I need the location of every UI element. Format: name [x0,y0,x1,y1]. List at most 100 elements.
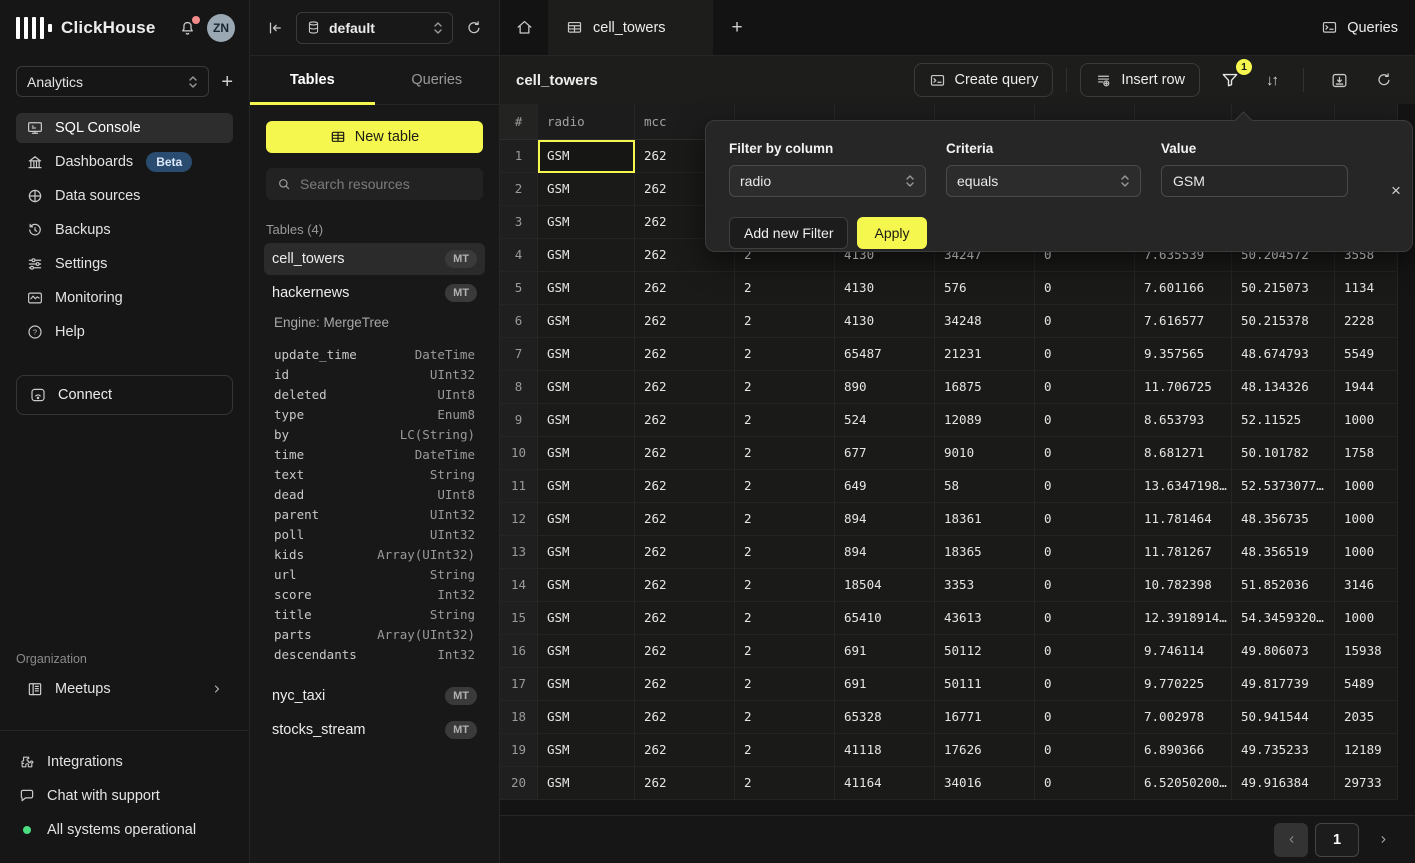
new-tab-button[interactable]: + [731,16,743,38]
tab-queries[interactable]: Queries [411,72,463,88]
grid-cell[interactable]: 8.653793 [1135,404,1232,437]
grid-cell[interactable]: 1134 [1335,272,1398,305]
grid-cell[interactable]: 4130 [835,272,935,305]
filter-button[interactable]: 1 [1216,59,1252,94]
grid-cell[interactable]: 262 [635,734,735,767]
grid-cell[interactable]: 691 [835,668,935,701]
grid-header-cell[interactable]: # [500,104,538,140]
grid-cell[interactable]: 7.616577 [1135,305,1232,338]
grid-cell[interactable]: 3146 [1335,569,1398,602]
refresh-icon[interactable] [465,19,483,37]
row-index-cell[interactable]: 5 [500,272,538,305]
grid-cell[interactable]: 2 [735,701,835,734]
grid-cell[interactable]: 677 [835,437,935,470]
row-index-cell[interactable]: 8 [500,371,538,404]
page-number-button[interactable]: 1 [1315,822,1359,857]
tab-cell-towers[interactable]: cell_towers [548,0,713,55]
filter-value-input[interactable] [1161,165,1348,197]
sidebar-item-dashboards[interactable]: Dashboards Beta [16,147,233,177]
grid-cell[interactable]: GSM [538,701,635,734]
grid-cell[interactable]: 262 [635,338,735,371]
grid-cell[interactable]: GSM [538,173,635,206]
grid-cell[interactable]: 0 [1035,734,1135,767]
grid-cell[interactable]: 894 [835,503,935,536]
grid-cell[interactable]: 51.852036 [1232,569,1335,602]
grid-cell[interactable]: 48.356519 [1232,536,1335,569]
row-index-cell[interactable]: 10 [500,437,538,470]
grid-cell[interactable]: 65487 [835,338,935,371]
row-index-cell[interactable]: 7 [500,338,538,371]
grid-cell[interactable]: 0 [1035,668,1135,701]
grid-cell[interactable]: 262 [635,371,735,404]
database-select[interactable]: default [296,11,453,44]
next-page-button[interactable] [1366,823,1400,857]
grid-cell[interactable]: 262 [635,305,735,338]
sidebar-item-backups[interactable]: Backups [16,215,233,245]
grid-cell[interactable]: 9010 [935,437,1035,470]
create-query-button[interactable]: Create query [913,63,1054,97]
avatar[interactable]: ZN [207,14,235,42]
table-item-nyc-taxi[interactable]: nyc_taxi MT [264,680,485,712]
grid-cell[interactable]: 0 [1035,371,1135,404]
refresh-table-button[interactable] [1371,67,1397,93]
sidebar-item-chat-support[interactable]: Chat with support [16,781,233,811]
grid-cell[interactable]: 2 [735,536,835,569]
table-item-cell-towers[interactable]: cell_towers MT [264,243,485,275]
grid-cell[interactable]: 13.6347198… [1135,470,1232,503]
grid-cell[interactable]: 49.806073 [1232,635,1335,668]
grid-cell[interactable]: 34248 [935,305,1035,338]
remove-filter-button[interactable]: × [1391,181,1401,200]
grid-cell[interactable]: 262 [635,767,735,800]
grid-cell[interactable]: 262 [635,503,735,536]
grid-cell[interactable]: 524 [835,404,935,437]
grid-cell[interactable]: 48.134326 [1232,371,1335,404]
grid-cell[interactable]: 1000 [1335,404,1398,437]
grid-cell[interactable]: GSM [538,272,635,305]
grid-cell[interactable]: GSM [538,305,635,338]
grid-cell[interactable]: 34016 [935,767,1035,800]
download-button[interactable] [1326,67,1353,94]
grid-cell[interactable]: 262 [635,272,735,305]
queries-button[interactable]: Queries [1304,0,1415,55]
sidebar-item-settings[interactable]: Settings [16,249,233,279]
connect-button[interactable]: Connect [16,375,233,415]
system-status[interactable]: All systems operational [16,815,233,845]
grid-cell[interactable]: 50.215378 [1232,305,1335,338]
tab-tables[interactable]: Tables [250,56,375,105]
grid-cell[interactable]: 6.890366 [1135,734,1232,767]
row-index-cell[interactable]: 13 [500,536,538,569]
grid-cell[interactable]: 0 [1035,437,1135,470]
grid-cell[interactable]: 262 [635,437,735,470]
grid-cell[interactable]: 9.357565 [1135,338,1232,371]
grid-cell[interactable]: 2 [735,404,835,437]
grid-cell[interactable]: 50.101782 [1232,437,1335,470]
grid-cell[interactable]: GSM [538,338,635,371]
grid-header-cell[interactable]: radio [538,104,635,140]
grid-cell[interactable]: 21231 [935,338,1035,371]
grid-cell[interactable]: 8.681271 [1135,437,1232,470]
grid-cell[interactable]: 49.735233 [1232,734,1335,767]
grid-cell[interactable]: 15938 [1335,635,1398,668]
grid-cell[interactable]: 2228 [1335,305,1398,338]
grid-cell[interactable]: 2 [735,272,835,305]
row-index-cell[interactable]: 6 [500,305,538,338]
sidebar-item-integrations[interactable]: Integrations [16,747,233,777]
grid-cell[interactable]: 18504 [835,569,935,602]
grid-cell[interactable]: 41118 [835,734,935,767]
grid-cell[interactable]: 1944 [1335,371,1398,404]
grid-cell[interactable]: GSM [538,767,635,800]
row-index-cell[interactable]: 18 [500,701,538,734]
grid-cell[interactable]: 890 [835,371,935,404]
grid-cell[interactable]: 65410 [835,602,935,635]
grid-cell[interactable]: 3353 [935,569,1035,602]
grid-cell[interactable]: 16771 [935,701,1035,734]
grid-cell[interactable]: 9.770225 [1135,668,1232,701]
grid-cell[interactable]: 0 [1035,503,1135,536]
grid-cell[interactable]: 894 [835,536,935,569]
grid-cell[interactable]: 0 [1035,767,1135,800]
row-index-cell[interactable]: 12 [500,503,538,536]
grid-cell[interactable]: 65328 [835,701,935,734]
filter-criteria-select[interactable]: equals [946,165,1141,197]
grid-cell[interactable]: 1000 [1335,470,1398,503]
new-table-button[interactable]: New table [266,121,483,153]
